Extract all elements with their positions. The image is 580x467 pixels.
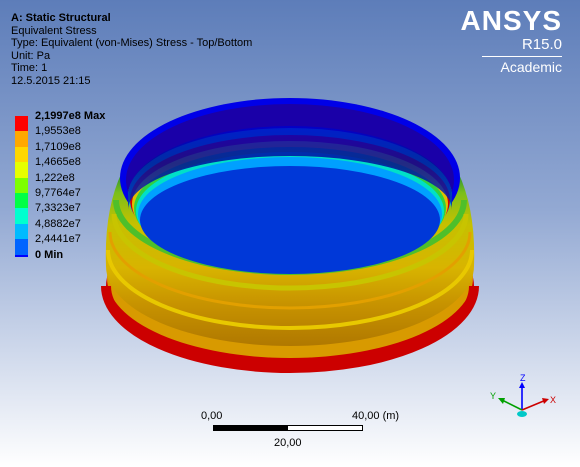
result-type: Type: Equivalent (von-Mises) Stress - To… bbox=[11, 37, 253, 50]
triad-x-axis bbox=[521, 399, 547, 411]
legend-swatch bbox=[15, 162, 28, 178]
triad-z-label: Z bbox=[520, 373, 526, 383]
result-date: 12.5.2015 21:15 bbox=[11, 74, 91, 87]
legend-swatch bbox=[15, 177, 28, 193]
legend-swatch bbox=[15, 146, 28, 163]
legend-swatch bbox=[15, 131, 28, 147]
legend-label[interactable]: 7,3323e7 bbox=[35, 202, 81, 215]
legend-swatch bbox=[15, 223, 28, 240]
brand-divider bbox=[482, 56, 562, 57]
coordinate-triad[interactable]: Z X Y bbox=[488, 372, 558, 432]
result-time: Time: 1 bbox=[11, 62, 48, 75]
inner-floor bbox=[140, 166, 440, 274]
band-yellow-2 bbox=[111, 213, 469, 291]
legend-label-min[interactable]: 0 Min bbox=[35, 248, 64, 261]
triad-origin bbox=[517, 411, 527, 417]
ansys-logo: ANSYS bbox=[460, 5, 562, 36]
legend-swatch bbox=[15, 208, 28, 224]
scale-bar-graphic bbox=[213, 425, 363, 431]
ansys-brand: ANSYS R15.0 Academic bbox=[461, 6, 562, 75]
result-info-block: A: Static Structural Equivalent Stress T… bbox=[11, 12, 252, 88]
ansys-license: Academic bbox=[500, 59, 562, 75]
legend-swatch bbox=[15, 116, 28, 132]
scale-right-label: 40,00 (m) bbox=[352, 410, 400, 422]
legend-swatch bbox=[15, 192, 28, 209]
legend-label[interactable]: 1,7109e8 bbox=[35, 140, 81, 153]
triad-x-label: X bbox=[550, 395, 556, 405]
result-name: Equivalent Stress bbox=[11, 24, 97, 37]
far-inner-wall bbox=[128, 126, 452, 210]
triad-y-arrow-icon bbox=[498, 398, 505, 404]
result-unit: Unit: Pa bbox=[11, 49, 51, 62]
ansys-version: R15.0 bbox=[521, 36, 562, 53]
legend-swatch bbox=[15, 239, 28, 255]
triad-x-arrow-icon bbox=[542, 398, 549, 404]
legend-label[interactable]: 9,7764e7 bbox=[35, 186, 81, 199]
triad-y-label: Y bbox=[490, 391, 496, 401]
scale-mid-label: 20,00 bbox=[274, 437, 302, 449]
analysis-title: A: Static Structural bbox=[11, 12, 111, 24]
legend-label[interactable]: 1,9553e8 bbox=[35, 125, 81, 138]
legend-swatch bbox=[15, 254, 28, 257]
triad-y-axis bbox=[501, 399, 523, 411]
scale-left-label: 0,00 bbox=[201, 410, 223, 422]
band-red-bottom bbox=[101, 285, 479, 373]
legend-label[interactable]: 1,4665e8 bbox=[35, 156, 81, 169]
band-orange bbox=[108, 231, 472, 310]
legend-label[interactable]: 1,222e8 bbox=[35, 171, 75, 184]
legend-label[interactable]: 4,8882e7 bbox=[35, 217, 81, 230]
triad-z-arrow-icon bbox=[519, 382, 525, 388]
scale-bar-fill bbox=[214, 426, 288, 430]
legend-label[interactable]: 2,4441e7 bbox=[35, 233, 81, 246]
band-yellow bbox=[106, 249, 474, 330]
legend-label-max[interactable]: 2,1997e8 Max bbox=[35, 110, 106, 122]
